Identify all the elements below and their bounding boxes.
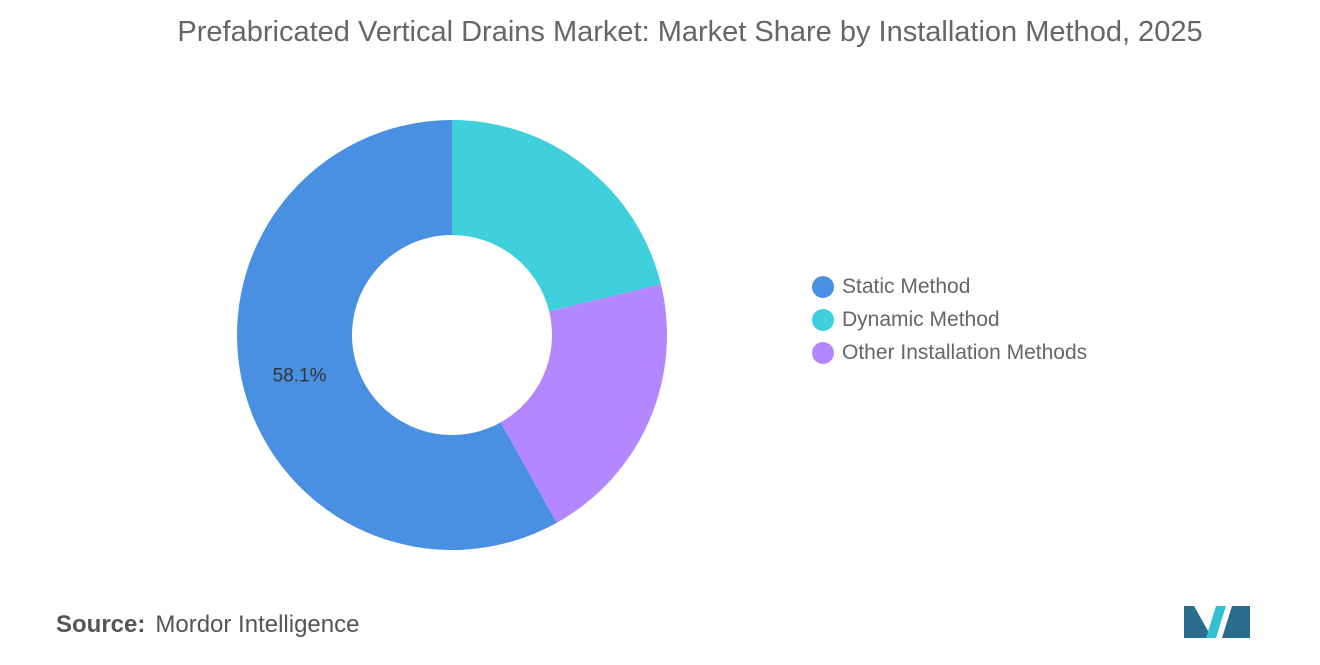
- source-text: Mordor Intelligence: [155, 611, 360, 638]
- slice-dynamic-method: [452, 120, 661, 312]
- logo-shape-left: [1184, 606, 1212, 638]
- slice-other-installation-methods: [500, 284, 667, 523]
- legend-swatch-icon: [812, 275, 834, 298]
- logo-shape-right: [1222, 606, 1250, 638]
- slice-static-method: [236, 120, 557, 550]
- chart-title: Prefabricated Vertical Drains Market: Ma…: [177, 16, 1203, 48]
- source-label: Source:: [56, 611, 146, 638]
- legend-label: Dynamic Method: [842, 307, 1000, 331]
- legend-item-static-method: Static Method: [812, 270, 1087, 303]
- source-note: Source: Mordor Intelligence: [56, 611, 359, 639]
- legend-item-other-installation-methods: Other Installation Methods: [812, 336, 1087, 369]
- chart-legend: Static Method Dynamic Method Other Install…: [812, 270, 1087, 369]
- mordor-intelligence-logo-icon: [1184, 606, 1250, 638]
- logo-shape-middle: [1206, 606, 1226, 638]
- legend-item-dynamic-method: Dynamic Method: [812, 303, 1087, 336]
- legend-label: Other Installation Methods: [842, 340, 1088, 364]
- legend-swatch-icon: [812, 308, 834, 331]
- legend-swatch-icon: [812, 341, 834, 364]
- legend-label: Static Method: [842, 274, 971, 298]
- data-label-static-method: 58.1%: [273, 366, 327, 387]
